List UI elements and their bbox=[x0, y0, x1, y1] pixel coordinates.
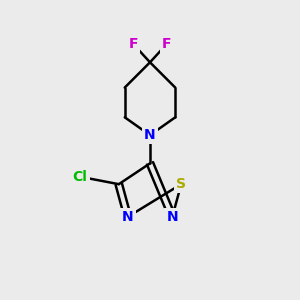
Text: N: N bbox=[144, 128, 156, 142]
Text: N: N bbox=[167, 210, 178, 224]
Text: F: F bbox=[162, 38, 171, 52]
Text: N: N bbox=[122, 210, 134, 224]
Text: S: S bbox=[176, 177, 186, 191]
Text: Cl: Cl bbox=[73, 170, 88, 184]
Text: F: F bbox=[129, 38, 138, 52]
